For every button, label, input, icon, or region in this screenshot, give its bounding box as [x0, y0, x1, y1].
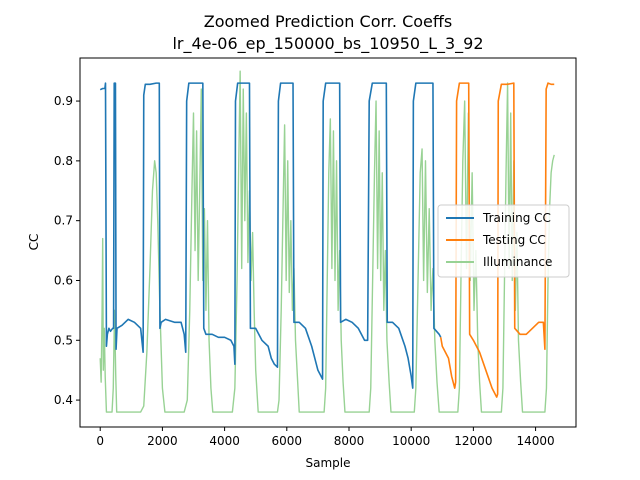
- series-line-training-cc: [99, 82, 442, 389]
- legend-box: [437, 204, 570, 278]
- chart-title: Zoomed Prediction Corr. Coeffs: [204, 12, 452, 31]
- legend: Training CC Testing CC Illuminance: [437, 204, 570, 278]
- chart-subtitle: lr_4e-06_ep_150000_bs_10950_L_3_92: [172, 34, 483, 54]
- x-tick-label: 6000: [272, 434, 303, 448]
- x-axis-label: Sample: [306, 456, 351, 470]
- x-tick-label: 4000: [209, 434, 240, 448]
- y-tick-label: 0.4: [54, 393, 73, 407]
- series-line-illuminance: [99, 70, 555, 413]
- x-tick-label: 8000: [334, 434, 365, 448]
- x-tick-label: 14000: [516, 434, 554, 448]
- x-tick-label: 2000: [147, 434, 178, 448]
- x-tick-label: 12000: [454, 434, 492, 448]
- y-tick-label: 0.9: [54, 94, 73, 108]
- y-tick-label: 0.8: [54, 154, 73, 168]
- legend-label: Training CC: [482, 211, 551, 225]
- y-axis-label: CC: [27, 234, 41, 251]
- legend-label: Illuminance: [483, 255, 552, 269]
- x-axis: 0 2000 4000 6000 8000 10000 12000 14000: [96, 427, 555, 448]
- legend-label: Testing CC: [482, 233, 546, 247]
- plot-frame: [79, 57, 577, 428]
- series-line-testing-cc: [439, 82, 555, 398]
- y-tick-label: 0.6: [54, 273, 73, 287]
- series-layer: [99, 70, 555, 413]
- y-axis: 0.4 0.5 0.6 0.7 0.8 0.9: [54, 94, 80, 407]
- y-tick-label: 0.5: [54, 333, 73, 347]
- x-tick-label: 10000: [392, 434, 430, 448]
- y-tick-label: 0.7: [54, 214, 73, 228]
- x-tick-label: 0: [96, 434, 104, 448]
